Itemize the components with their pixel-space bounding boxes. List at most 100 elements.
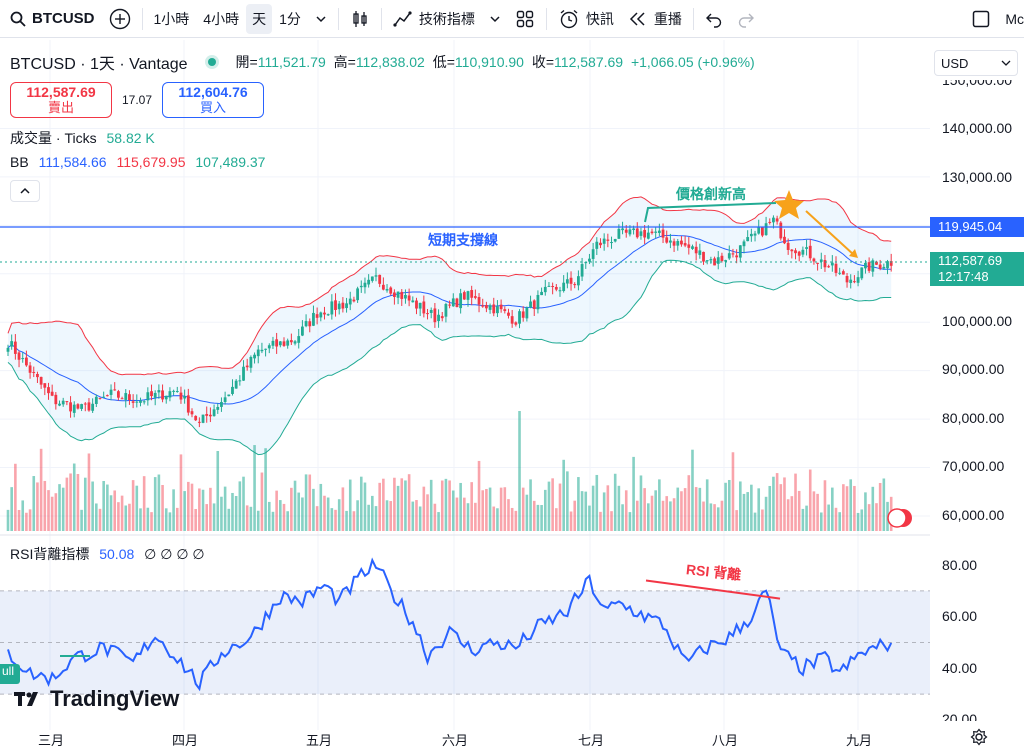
volume-bar xyxy=(606,485,610,531)
volume-bar xyxy=(466,503,470,531)
interval-1d[interactable]: 天 xyxy=(246,3,273,34)
volume-bar xyxy=(808,469,812,531)
buy-button[interactable]: 112,604.76 買入 xyxy=(162,82,265,118)
alert-button[interactable]: 快訊 xyxy=(551,0,621,38)
sell-price: 112,587.69 xyxy=(26,84,96,100)
interval-1m[interactable]: 1分 xyxy=(279,10,301,27)
candle-body xyxy=(293,341,297,344)
brand-name: TradingView xyxy=(50,686,180,711)
candle-body xyxy=(830,262,834,266)
candle-body xyxy=(628,229,632,235)
candle-body xyxy=(580,264,584,277)
candle-body xyxy=(378,274,382,284)
candle-body xyxy=(135,401,139,403)
volume-bar xyxy=(676,487,680,531)
month-label: 七月 xyxy=(578,733,605,748)
rsi-name: RSI背離指標 xyxy=(10,546,90,562)
candle-body xyxy=(643,229,647,238)
separator xyxy=(337,7,339,30)
candle-body xyxy=(720,255,724,262)
candle-body xyxy=(109,389,113,395)
volume-bar xyxy=(242,476,245,531)
chart-canvas[interactable] xyxy=(0,40,930,730)
interval-4h[interactable]: 4小時 xyxy=(203,10,240,27)
redo-button[interactable] xyxy=(730,0,762,38)
volume-bar xyxy=(58,484,61,531)
volume-bar xyxy=(463,497,466,531)
volume-bar xyxy=(47,490,50,531)
sell-button[interactable]: 112,587.69 賣出 xyxy=(10,82,112,118)
indicators-button[interactable]: 技術指標 xyxy=(386,0,482,38)
candle-body xyxy=(352,299,356,302)
candle-body xyxy=(889,261,893,266)
chevron-down-icon xyxy=(490,15,500,22)
candle-body xyxy=(665,237,669,243)
volume-bar xyxy=(794,473,797,531)
volume-bar xyxy=(591,485,595,531)
volume-bar xyxy=(39,448,43,531)
volume-bar xyxy=(304,474,308,531)
volume-bar xyxy=(709,503,713,531)
indicators-dropdown[interactable] xyxy=(482,0,508,38)
collapse-legend-button[interactable] xyxy=(10,180,40,202)
volume-bar xyxy=(389,501,393,531)
sell-label: 賣出 xyxy=(47,100,74,115)
replay-button[interactable]: 重播 xyxy=(621,0,689,38)
volume-bar xyxy=(536,504,540,531)
price-tick: 90,000.00 xyxy=(942,361,1005,377)
volume-bar xyxy=(21,500,25,531)
price-tick: 130,000.00 xyxy=(942,169,1013,185)
volume-bar xyxy=(124,505,128,531)
candle-body xyxy=(278,341,282,346)
currency-select[interactable]: USD xyxy=(934,50,1018,76)
undo-button[interactable] xyxy=(698,0,730,38)
volume-bar xyxy=(87,453,91,531)
candle-body xyxy=(102,396,106,398)
high-value: 112,838.02 xyxy=(355,54,425,70)
volume-bar xyxy=(492,506,496,531)
more-button[interactable]: Mc xyxy=(1005,10,1024,27)
volume-bar xyxy=(727,479,731,531)
rsi-legend[interactable]: RSI背離指標 50.08 ∅ ∅ ∅ ∅ xyxy=(10,544,205,564)
interval-1h[interactable]: 1小時 xyxy=(153,10,190,27)
candle-body xyxy=(617,228,621,239)
volume-bar xyxy=(532,500,536,531)
volume-bar xyxy=(223,486,227,531)
chart-legend: BTCUSD · 1天 · Vantage 開=111,521.79 高=112… xyxy=(10,50,759,74)
bb-name: BB xyxy=(10,154,29,170)
horizontal-line-price[interactable]: 119,945.04 xyxy=(930,217,1024,237)
volume-bar xyxy=(856,512,860,531)
volume-bar xyxy=(481,490,485,531)
volume-bar xyxy=(448,480,451,531)
rsi-tick: 20.00 xyxy=(942,711,978,727)
volume-legend[interactable]: 成交量 · Ticks 58.82 K xyxy=(10,128,155,148)
interval-dropdown[interactable] xyxy=(308,0,334,38)
bb-legend[interactable]: BB 111,584.66 115,679.95 107,489.37 xyxy=(10,154,265,170)
fullscreen-button[interactable] xyxy=(964,0,998,38)
settings-gear-icon[interactable] xyxy=(970,728,988,746)
chart-type-button[interactable] xyxy=(343,0,377,38)
tradingview-logo[interactable]: TradingView xyxy=(14,686,179,712)
volume-bar xyxy=(779,484,783,531)
layouts-button[interactable] xyxy=(508,0,542,38)
candle-body xyxy=(315,314,319,318)
candle-body xyxy=(231,386,234,394)
volume-bar xyxy=(551,478,554,531)
volume-bar xyxy=(750,484,753,531)
volume-bar xyxy=(205,504,209,531)
compare-button[interactable] xyxy=(102,0,138,38)
volume-bar xyxy=(323,495,326,531)
volume-bar xyxy=(157,474,161,531)
volume-bar xyxy=(385,500,389,531)
candle-body xyxy=(742,241,746,247)
volume-bar xyxy=(518,411,521,531)
volume-bar xyxy=(28,509,32,531)
symbol-search[interactable]: BTCUSD xyxy=(0,0,102,38)
candle-body xyxy=(746,237,750,242)
volume-bar xyxy=(72,463,76,531)
candle-body xyxy=(69,402,72,412)
candle-body xyxy=(444,303,448,317)
volume-bar xyxy=(451,490,455,531)
volume-bar xyxy=(665,496,669,531)
volume-bar xyxy=(543,489,547,531)
